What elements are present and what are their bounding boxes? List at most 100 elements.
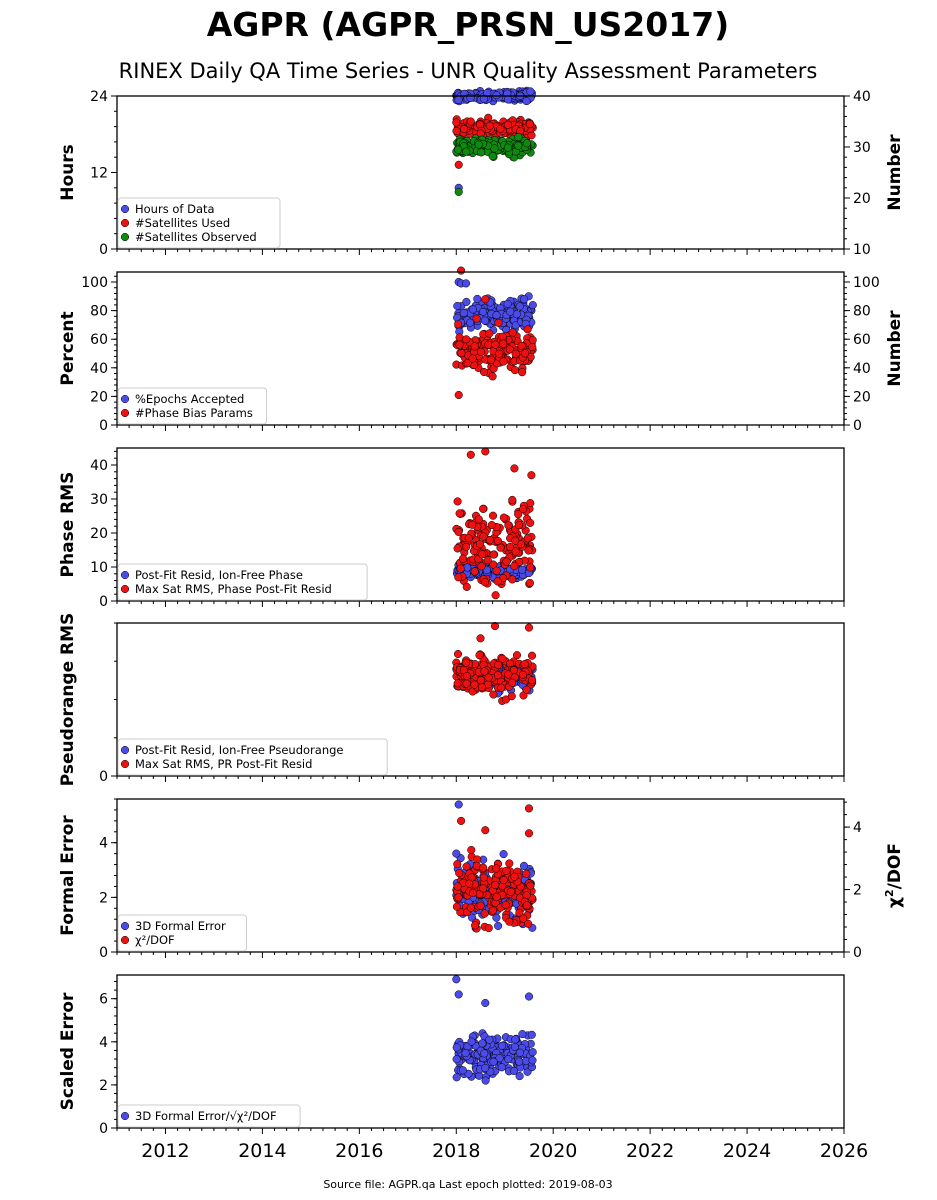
y-tick-label: 0 <box>99 1121 108 1137</box>
data-point <box>452 1055 461 1064</box>
data-point <box>495 349 504 358</box>
y-tick-label: 2 <box>99 1078 108 1094</box>
panel-percent: 0 20 40 60 80 100 Percent 0 20 40 60 80 100 Number %Ep… <box>58 266 905 434</box>
data-point <box>467 1037 476 1046</box>
legend-entry: 3D Formal Error <box>135 919 226 933</box>
data-point <box>476 347 485 356</box>
legend-pseudorange-rms: Post-Fit Resid, Ion-Free PseudorangeMax … <box>117 738 388 776</box>
data-point <box>502 557 511 566</box>
data-point <box>528 343 537 352</box>
data-point <box>454 527 463 536</box>
data-point <box>498 1041 507 1050</box>
data-point <box>527 651 537 660</box>
data-point <box>526 518 535 527</box>
data-point <box>506 307 515 316</box>
data-point-outlier <box>466 117 475 126</box>
data-point <box>523 325 532 334</box>
legend-entry: 3D Formal Error/√χ²/DOF <box>135 1109 277 1123</box>
series-scaled-error-0 <box>452 975 537 1085</box>
data-point <box>496 124 505 134</box>
data-point <box>506 542 515 551</box>
data-point <box>461 1049 470 1058</box>
legend-marker <box>120 745 130 755</box>
data-point <box>514 133 523 142</box>
data-point-outlier <box>481 295 490 304</box>
legend-marker <box>120 408 130 418</box>
data-point <box>462 671 471 681</box>
data-point-outlier <box>520 295 529 304</box>
y-tick-label: 20 <box>90 389 108 405</box>
data-point <box>483 556 492 565</box>
x-tick-label: 2022 <box>626 1140 674 1162</box>
legend-entry: #Satellites Used <box>135 216 230 230</box>
data-point <box>525 120 534 129</box>
data-point <box>453 544 462 553</box>
data-point <box>452 1043 461 1052</box>
data-point <box>452 118 461 127</box>
x-tick-label: 2020 <box>529 1140 577 1162</box>
data-point <box>503 143 512 152</box>
data-point <box>452 126 461 136</box>
x-tick-labels: 2012 2014 2016 2018 2020 2022 2024 2026 <box>141 1140 868 1162</box>
y-axis-label: Formal Error <box>58 815 78 936</box>
figure-title: AGPR (AGPR_PRSN_US2017) <box>207 5 730 44</box>
data-point <box>518 565 527 574</box>
data-point <box>495 1054 504 1063</box>
legend-entry: #Satellites Observed <box>135 230 257 244</box>
data-point <box>480 316 489 325</box>
data-point <box>466 318 475 327</box>
data-point <box>487 520 496 530</box>
legend-marker <box>120 394 130 404</box>
data-point <box>492 913 501 922</box>
data-point <box>468 354 477 363</box>
data-point <box>510 872 519 881</box>
data-point <box>454 145 463 154</box>
y-axis-label: Phase RMS <box>58 472 78 578</box>
data-point <box>524 919 533 928</box>
data-point-outlier <box>481 826 490 835</box>
data-point <box>515 1072 524 1081</box>
data-point <box>494 318 503 327</box>
x-tick-label: 2024 <box>723 1140 771 1162</box>
data-point <box>462 335 471 344</box>
data-point <box>492 864 501 873</box>
data-point <box>511 536 520 545</box>
data-point <box>460 125 469 134</box>
right-y-tick-label: 20 <box>853 191 871 207</box>
y-tick-label: 4 <box>99 836 108 852</box>
right-y-tick-label: 100 <box>853 275 880 291</box>
data-point <box>470 680 479 689</box>
legend-marker <box>120 759 130 769</box>
data-point <box>485 535 494 545</box>
y-axis-label: Percent <box>58 311 78 385</box>
data-point-outlier <box>524 623 534 632</box>
data-point-outlier <box>461 279 471 288</box>
data-point <box>510 562 519 571</box>
y-axis-label: Scaled Error <box>58 992 78 1110</box>
y-tick-label: 0 <box>99 594 108 610</box>
data-point <box>457 349 466 358</box>
data-point-outlier <box>488 372 497 381</box>
data-point <box>484 924 493 933</box>
right-y-tick-label: 2 <box>853 883 862 899</box>
data-point <box>484 673 493 682</box>
data-point-outlier <box>522 97 531 106</box>
data-point <box>504 1055 513 1064</box>
y-tick-label: 4 <box>99 1035 108 1051</box>
legend-box <box>117 563 368 601</box>
data-point <box>479 94 488 103</box>
data-point <box>452 902 461 911</box>
y-tick-label: 30 <box>90 492 108 508</box>
legend-marker <box>120 218 130 228</box>
legend-entry: Post-Fit Resid, Ion-Free Pseudorange <box>135 743 343 757</box>
data-point <box>504 521 513 530</box>
data-point <box>470 342 479 351</box>
data-point <box>509 1066 519 1075</box>
data-point <box>508 328 517 337</box>
right-y-axis-label: Number <box>885 310 905 387</box>
data-point <box>477 683 487 692</box>
data-point <box>479 504 488 513</box>
data-point <box>493 577 502 586</box>
